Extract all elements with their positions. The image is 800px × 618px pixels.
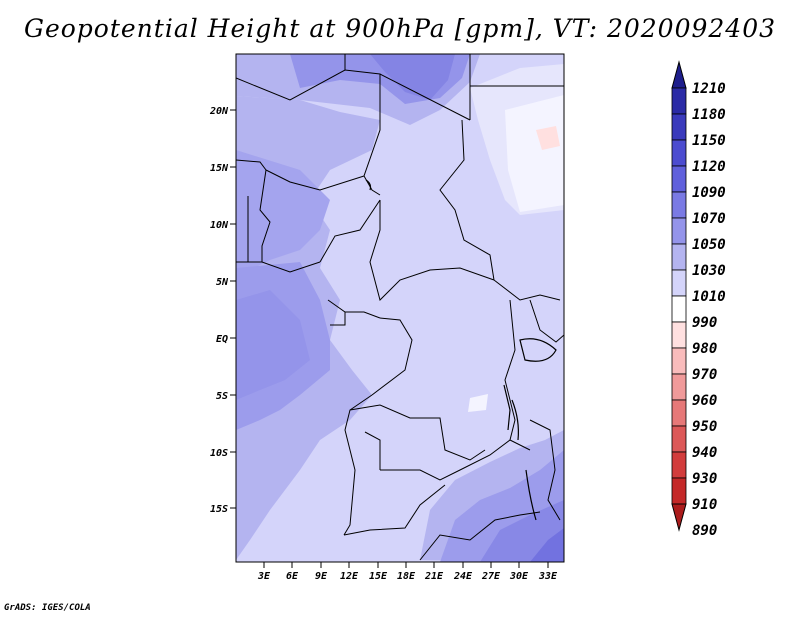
border-angola-zambia-a (364, 431, 381, 470)
lon-tick-12e: 12E (340, 571, 359, 582)
border-cameroon-gabon (327, 299, 381, 319)
height-field (236, 54, 564, 562)
lon-tick-33e: 33E (538, 571, 558, 582)
colorbar-label: 1030 (692, 263, 726, 279)
lon-tick-9e: 9E (315, 571, 328, 582)
coast-gulf-guinea (236, 261, 321, 273)
lake-tanganyika (511, 399, 519, 441)
colorbar-label: 1210 (692, 81, 726, 97)
lon-tick-3e: 3E (257, 571, 271, 582)
lat-tick-15s: 15S (210, 504, 228, 515)
coast-angola (343, 394, 373, 536)
field-egypt-990 (505, 95, 564, 212)
colorbar-cell (671, 425, 687, 453)
colorbar-cells (671, 60, 687, 532)
colorbar-cell (671, 347, 687, 375)
colorbar-cell (671, 269, 687, 297)
colorbar-label: 890 (692, 523, 717, 539)
colorbar-label: 1090 (692, 185, 726, 201)
border-chad-sudan (439, 119, 495, 281)
colorbar-cell (671, 243, 687, 271)
field-coast-1040 (236, 150, 330, 272)
border-angola-drc (349, 404, 486, 461)
colorbar-label: 970 (692, 367, 717, 383)
colorbar-label: 930 (692, 471, 717, 487)
lon-tick-30e: 30E (509, 571, 529, 582)
lake-malawi (525, 469, 537, 521)
colorbar-label: 990 (692, 315, 717, 331)
border-congo-drc (371, 317, 413, 396)
lon-tick-6e: 6E (286, 571, 299, 582)
lat-tick-eq: EQ (216, 334, 228, 345)
border-burkina (236, 159, 271, 262)
border-eq-guinea (330, 312, 346, 326)
field-drc-spot (468, 394, 488, 412)
colorbar-label: 950 (692, 419, 717, 435)
colorbar-cell (671, 321, 687, 349)
lat-tick-10s: 10S (210, 448, 228, 459)
grads-credit: GrADS: IGES/COLA (4, 603, 91, 613)
lake-kivu (503, 384, 511, 431)
colorbar-cell (671, 217, 687, 245)
lat-tick-5s: 5S (216, 391, 228, 402)
colorbar-label: 980 (692, 341, 717, 357)
lake-chad (365, 179, 372, 191)
lon-axis: 3E 6E 9E 12E 15E 18E 21E 24E 27E 30E 33E (257, 562, 558, 582)
lon-tick-21e: 21E (424, 571, 444, 582)
colorbar-label: 1150 (692, 133, 726, 149)
colorbar-cell (671, 165, 687, 193)
colorbar-cell (671, 139, 687, 167)
colorbar-top-arrow (671, 60, 687, 89)
colorbar-label: 1070 (692, 211, 726, 227)
lon-tick-24e: 24E (453, 571, 473, 582)
colorbar-cell (671, 477, 687, 505)
colorbar-cell (671, 113, 687, 141)
colorbar-labels: 1210 1180 1150 1120 1090 1070 1050 1030 1010 990 9… (692, 81, 726, 539)
colorbar-cell (671, 87, 687, 115)
colorbar-label: 940 (692, 445, 717, 461)
lakes (365, 179, 557, 521)
lat-tick-5n: 5N (216, 277, 229, 288)
colorbar-cell (671, 191, 687, 219)
border-namibia (343, 484, 446, 536)
colorbar-label: 1120 (692, 159, 726, 175)
border-zimbabwe (419, 511, 541, 561)
border-niger-nigeria (265, 169, 365, 191)
lat-tick-20n: 20N (209, 106, 229, 117)
colorbar-label: 1050 (692, 237, 726, 253)
colorbar-cell (671, 295, 687, 323)
lat-tick-10n: 10N (210, 220, 229, 231)
colorbar-bottom-arrow (671, 503, 687, 532)
colorbar-cell (671, 451, 687, 479)
lat-axis: 20N 15N 10N 5N EQ 5S 10S 15S (209, 106, 236, 515)
country-borders (236, 54, 564, 561)
field-sahara-1070 (370, 54, 455, 100)
field-atlantic-1050b (236, 290, 310, 400)
colorbar-cell (671, 399, 687, 427)
lon-tick-27e: 27E (481, 571, 501, 582)
colorbar-label: 910 (692, 497, 717, 513)
colorbar: 1210 1180 1150 1120 1090 1070 1050 1030 1010 990 9… (671, 60, 726, 539)
border-tanzania-moz (529, 419, 561, 521)
field-low-980 (536, 126, 560, 150)
colorbar-cell (671, 373, 687, 401)
lon-tick-15e: 15E (369, 571, 388, 582)
field-south-1090 (530, 528, 564, 562)
lat-tick-15n: 15N (210, 163, 229, 174)
border-nigeria-cameroon (319, 199, 381, 263)
chart-title: Geopotential Height at 900hPa [gpm], VT:… (23, 14, 777, 43)
colorbar-label: 960 (692, 393, 717, 409)
border-kenya (529, 299, 564, 343)
lon-tick-18e: 18E (397, 571, 416, 582)
border-south-sudan (493, 279, 561, 301)
colorbar-label: 1180 (692, 107, 726, 123)
border-car (369, 200, 495, 301)
map-frame (235, 53, 565, 563)
colorbar-label: 1010 (692, 289, 726, 305)
border-uganda-kenya (504, 299, 516, 441)
lake-victoria (519, 338, 557, 362)
